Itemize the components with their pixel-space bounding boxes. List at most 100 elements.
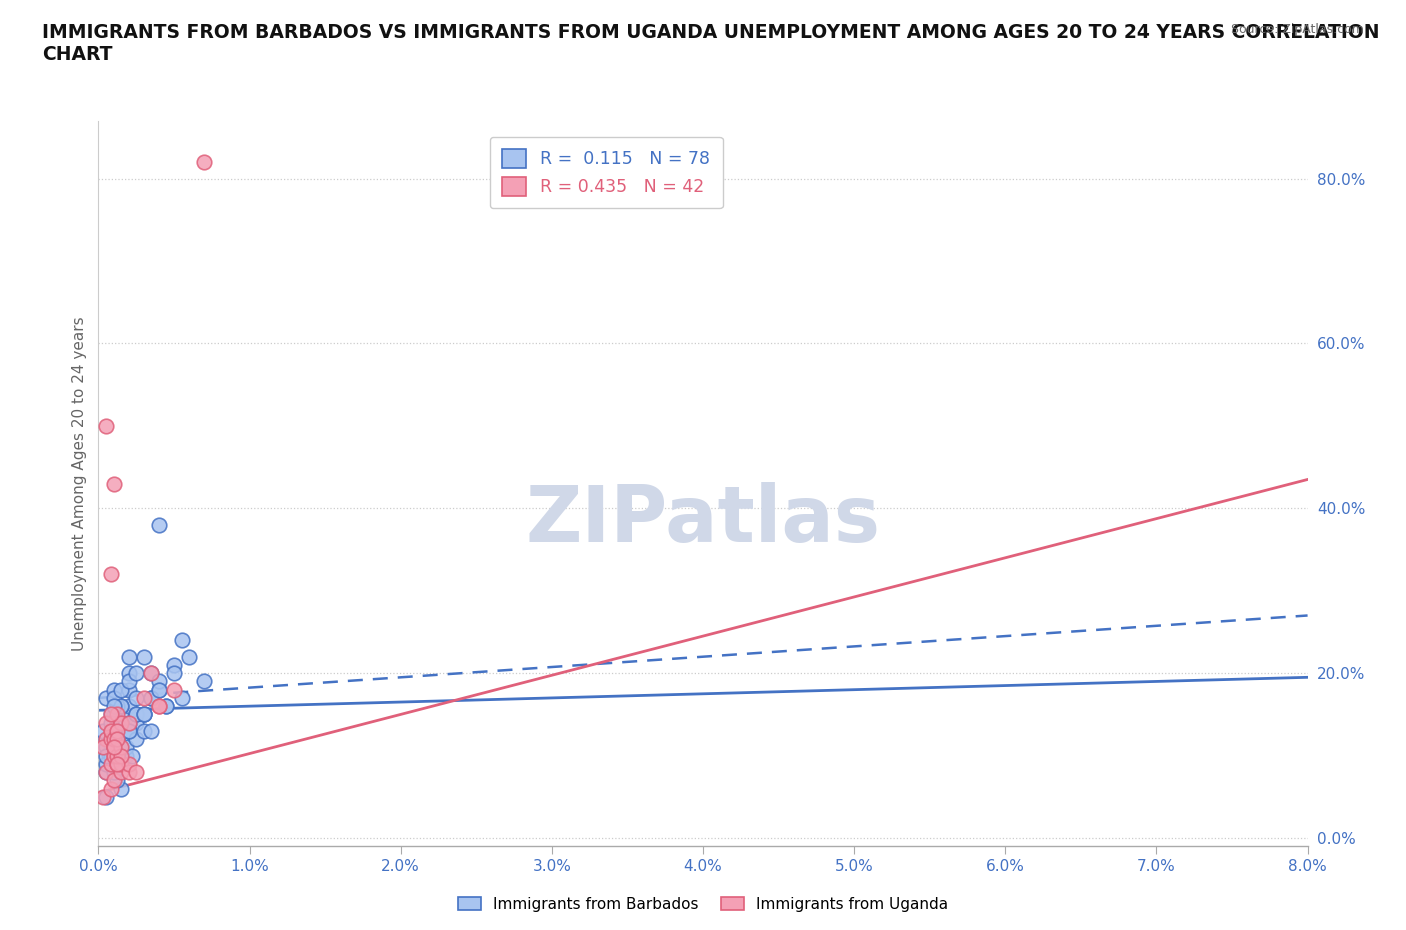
Point bbox=[193, 674, 215, 689]
Point bbox=[103, 476, 125, 491]
Legend: Immigrants from Barbados, Immigrants from Uganda: Immigrants from Barbados, Immigrants fro… bbox=[451, 890, 955, 918]
Point bbox=[100, 566, 122, 582]
Point bbox=[118, 724, 141, 738]
Point bbox=[103, 707, 125, 722]
Point bbox=[110, 756, 132, 771]
Point bbox=[110, 698, 132, 713]
Point bbox=[103, 690, 125, 705]
Point bbox=[91, 740, 114, 755]
Point bbox=[94, 748, 117, 763]
Point bbox=[141, 666, 163, 681]
Legend: R =  0.115   N = 78, R = 0.435   N = 42: R = 0.115 N = 78, R = 0.435 N = 42 bbox=[491, 137, 723, 208]
Point bbox=[110, 715, 132, 730]
Point bbox=[100, 707, 122, 722]
Point bbox=[100, 756, 122, 771]
Point bbox=[100, 732, 122, 747]
Point bbox=[155, 698, 177, 713]
Point bbox=[125, 666, 148, 681]
Point bbox=[163, 658, 186, 672]
Point bbox=[141, 690, 163, 705]
Point bbox=[141, 690, 163, 705]
Point bbox=[163, 683, 186, 698]
Point bbox=[118, 724, 141, 738]
Point bbox=[118, 666, 141, 681]
Point bbox=[94, 690, 117, 705]
Text: Source: ZipAtlas.com: Source: ZipAtlas.com bbox=[1230, 23, 1364, 36]
Point bbox=[103, 740, 125, 755]
Point bbox=[118, 724, 141, 738]
Point bbox=[125, 764, 148, 779]
Point bbox=[132, 724, 155, 738]
Point bbox=[118, 683, 141, 698]
Point bbox=[141, 724, 163, 738]
Point bbox=[110, 781, 132, 796]
Point bbox=[94, 732, 117, 747]
Point bbox=[148, 698, 170, 713]
Point bbox=[103, 740, 125, 755]
Point bbox=[94, 764, 117, 779]
Point bbox=[100, 724, 122, 738]
Point bbox=[105, 715, 128, 730]
Point bbox=[94, 418, 117, 433]
Point bbox=[103, 773, 125, 788]
Point bbox=[148, 517, 170, 532]
Point bbox=[121, 748, 143, 763]
Point bbox=[118, 724, 141, 738]
Y-axis label: Unemployment Among Ages 20 to 24 years: Unemployment Among Ages 20 to 24 years bbox=[72, 316, 87, 651]
Point bbox=[110, 748, 132, 763]
Point bbox=[94, 715, 117, 730]
Point bbox=[132, 707, 155, 722]
Point bbox=[105, 707, 128, 722]
Point bbox=[100, 707, 122, 722]
Point bbox=[110, 715, 132, 730]
Point bbox=[110, 740, 132, 755]
Point bbox=[105, 698, 128, 713]
Point bbox=[105, 756, 128, 771]
Point bbox=[118, 715, 141, 730]
Point bbox=[125, 690, 148, 705]
Point bbox=[170, 632, 193, 647]
Point bbox=[103, 740, 125, 755]
Point bbox=[148, 683, 170, 698]
Point bbox=[100, 724, 122, 738]
Point bbox=[105, 732, 128, 747]
Point bbox=[105, 756, 128, 771]
Point bbox=[132, 707, 155, 722]
Point bbox=[114, 740, 136, 755]
Point bbox=[148, 683, 170, 698]
Point bbox=[110, 715, 132, 730]
Point bbox=[118, 674, 141, 689]
Text: ZIPatlas: ZIPatlas bbox=[526, 482, 880, 558]
Point bbox=[103, 683, 125, 698]
Point bbox=[103, 732, 125, 747]
Point bbox=[118, 649, 141, 664]
Point bbox=[100, 732, 122, 747]
Point bbox=[132, 649, 155, 664]
Text: IMMIGRANTS FROM BARBADOS VS IMMIGRANTS FROM UGANDA UNEMPLOYMENT AMONG AGES 20 TO: IMMIGRANTS FROM BARBADOS VS IMMIGRANTS F… bbox=[42, 23, 1379, 64]
Point bbox=[125, 732, 148, 747]
Point bbox=[110, 740, 132, 755]
Point bbox=[103, 715, 125, 730]
Point bbox=[155, 698, 177, 713]
Point bbox=[103, 732, 125, 747]
Point bbox=[125, 707, 148, 722]
Point bbox=[179, 649, 201, 664]
Point bbox=[148, 698, 170, 713]
Point bbox=[118, 698, 141, 713]
Point bbox=[100, 740, 122, 755]
Point bbox=[91, 790, 114, 804]
Point bbox=[163, 666, 186, 681]
Point bbox=[118, 764, 141, 779]
Point bbox=[91, 724, 114, 738]
Point bbox=[94, 756, 117, 771]
Point bbox=[100, 748, 122, 763]
Point bbox=[118, 756, 141, 771]
Point bbox=[103, 748, 125, 763]
Point bbox=[110, 707, 132, 722]
Point bbox=[94, 740, 117, 755]
Point bbox=[118, 715, 141, 730]
Point bbox=[105, 773, 128, 788]
Point bbox=[141, 666, 163, 681]
Point bbox=[94, 790, 117, 804]
Point bbox=[105, 732, 128, 747]
